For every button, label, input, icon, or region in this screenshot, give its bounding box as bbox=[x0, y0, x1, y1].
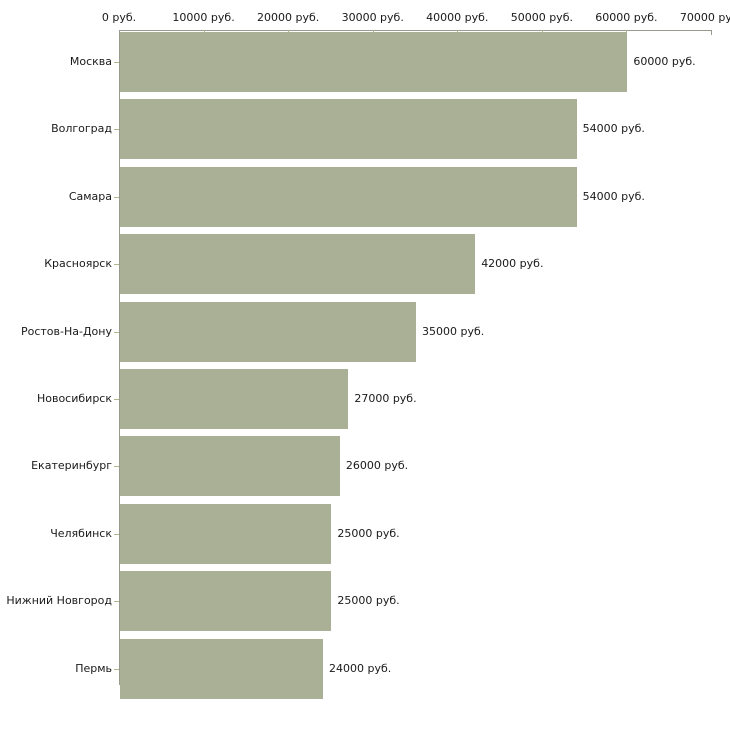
bar[interactable] bbox=[120, 99, 577, 160]
category-label: Красноярск bbox=[44, 257, 112, 270]
y-axis-tick bbox=[114, 197, 119, 198]
bar[interactable] bbox=[120, 369, 349, 429]
x-axis-tick-label: 30000 руб. bbox=[341, 11, 404, 24]
x-axis-tick bbox=[711, 30, 712, 35]
bar-value-label: 60000 руб. bbox=[633, 55, 696, 68]
bar[interactable] bbox=[120, 436, 340, 497]
y-axis-tick bbox=[114, 264, 119, 265]
x-axis-tick-label: 40000 руб. bbox=[426, 11, 489, 24]
y-axis-tick bbox=[114, 399, 119, 400]
category-label: Самара bbox=[68, 190, 112, 203]
bar-value-label: 27000 руб. bbox=[354, 392, 417, 405]
bar-value-label: 42000 руб. bbox=[481, 257, 544, 270]
bar[interactable] bbox=[120, 503, 332, 564]
category-label: Екатеринбург bbox=[31, 459, 112, 472]
bar-value-label: 24000 руб. bbox=[328, 662, 392, 675]
bar-value-label: 25000 руб. bbox=[337, 594, 400, 607]
x-axis-line bbox=[119, 30, 711, 31]
x-axis-tick-label: 20000 руб. bbox=[257, 11, 320, 24]
category-label: Пермь bbox=[75, 662, 112, 675]
x-axis-tick-label: 10000 руб. bbox=[172, 11, 235, 24]
y-axis-tick bbox=[114, 669, 119, 670]
bar-value-label: 54000 руб. bbox=[582, 122, 645, 135]
bar-value-label: 25000 руб. bbox=[337, 527, 400, 540]
y-axis-tick bbox=[114, 129, 119, 130]
y-axis-tick bbox=[114, 466, 119, 467]
category-label: Ростов-На-Дону bbox=[20, 325, 112, 338]
y-axis-tick bbox=[114, 332, 119, 333]
bar[interactable] bbox=[120, 234, 476, 295]
y-axis-tick bbox=[114, 62, 119, 63]
x-axis-tick-label: 0 руб. bbox=[101, 11, 137, 24]
x-axis-tick-label: 70000 руб. bbox=[679, 11, 730, 24]
bar[interactable] bbox=[120, 571, 332, 632]
x-axis-tick-label: 50000 руб. bbox=[510, 11, 573, 24]
category-label: Волгоград bbox=[51, 122, 112, 135]
bar-value-label: 54000 руб. bbox=[582, 190, 645, 203]
y-axis-tick bbox=[114, 534, 119, 535]
category-label: Новосибирск bbox=[36, 392, 112, 405]
category-label: Москва bbox=[69, 55, 112, 68]
category-label: Челябинск bbox=[50, 527, 112, 540]
bar-value-label: 26000 руб. bbox=[345, 459, 409, 472]
bar[interactable] bbox=[120, 301, 416, 362]
bar-value-label: 35000 руб. bbox=[422, 325, 485, 338]
bar[interactable] bbox=[120, 32, 628, 92]
bar[interactable] bbox=[120, 166, 577, 227]
y-axis-tick bbox=[114, 601, 119, 602]
category-label: Нижний Новгород bbox=[6, 594, 112, 607]
x-axis-tick-label: 60000 руб. bbox=[595, 11, 658, 24]
bar[interactable] bbox=[120, 638, 323, 699]
x-axis-tick bbox=[119, 30, 120, 35]
y-axis-line bbox=[119, 30, 120, 685]
